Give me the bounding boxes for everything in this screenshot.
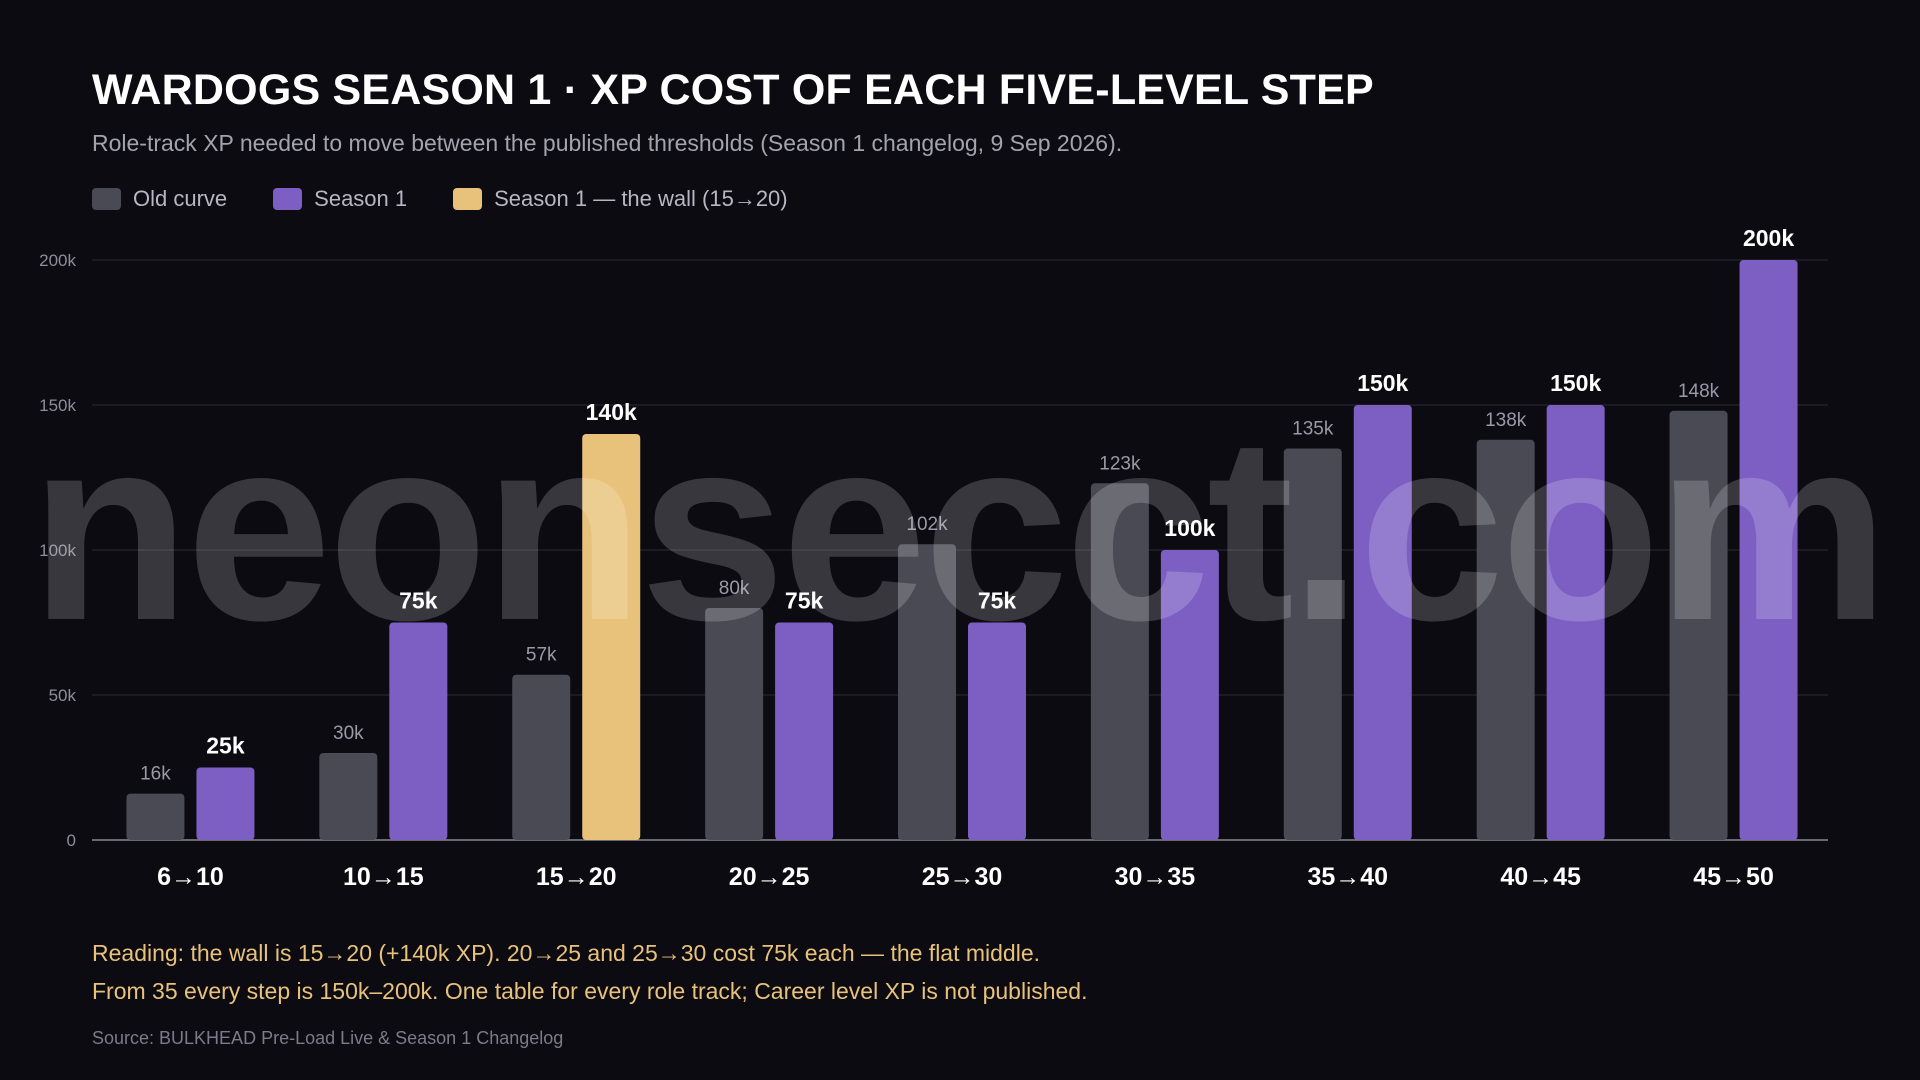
y-tick-label: 200k xyxy=(39,251,76,270)
bar-season1-6-to-10 xyxy=(196,767,255,840)
bar-old-20-to-25 xyxy=(705,608,764,840)
legend-label-the-wall: Season 1 — the wall (15→20) xyxy=(494,186,788,211)
chart-subtitle: Role-track XP needed to move between the… xyxy=(92,130,1123,156)
bar-old-30-to-35 xyxy=(1090,483,1149,840)
data-label-season1-45-to-50: 200k xyxy=(1743,225,1794,251)
y-tick-label: 150k xyxy=(39,396,76,415)
data-label-season1-10-to-15: 75k xyxy=(399,588,438,614)
x-tick-label-6-to-10: 6→10 xyxy=(157,863,224,891)
data-label-old-45-to-50: 148k xyxy=(1678,381,1720,402)
reading-notes: Reading: the wall is 15→20 (+140k XP). 2… xyxy=(92,934,1087,1010)
x-tick-label-20-to-25: 20→25 xyxy=(729,863,810,891)
bar-season1-wall-15-to-20 xyxy=(582,434,641,840)
bar-season1-20-to-25 xyxy=(775,622,834,840)
bar-season1-25-to-30 xyxy=(968,622,1026,840)
data-label-season1-6-to-10: 25k xyxy=(206,733,245,759)
bar-old-25-to-30 xyxy=(898,544,956,840)
x-tick-label-15-to-20: 15→20 xyxy=(536,863,617,891)
data-label-season1-35-to-40: 150k xyxy=(1357,370,1408,396)
bar-season1-35-to-40 xyxy=(1353,405,1412,840)
x-tick-label-40-to-45: 40→45 xyxy=(1500,863,1581,891)
legend-item-season-1: Season 1 xyxy=(273,186,407,212)
legend-label-season-1: Season 1 xyxy=(314,186,408,211)
data-label-old-6-to-10: 16k xyxy=(140,764,171,785)
data-label-old-20-to-25: 80k xyxy=(719,578,750,599)
data-label-old-15-to-20: 57k xyxy=(526,645,557,666)
source-credit: Source: BULKHEAD Pre-Load Live & Season … xyxy=(92,1028,564,1048)
data-label-season1-40-to-45: 150k xyxy=(1550,370,1601,396)
bar-old-45-to-50 xyxy=(1669,410,1728,840)
data-label-old-10-to-15: 30k xyxy=(333,723,364,744)
legend-swatch-old-curve xyxy=(92,188,121,210)
note-line-2: From 35 every step is 150k–200k. One tab… xyxy=(92,978,1088,1004)
data-label-season1-15-to-20: 140k xyxy=(586,399,637,425)
bar-old-6-to-10 xyxy=(126,793,185,840)
x-tick-label-45-to-50: 45→50 xyxy=(1693,863,1774,891)
note-line-1: Reading: the wall is 15→20 (+140k XP). 2… xyxy=(92,940,1041,966)
legend-swatch-the-wall xyxy=(453,188,483,210)
bar-season1-45-to-50 xyxy=(1739,260,1798,840)
x-tick-label-35-to-40: 35→40 xyxy=(1307,863,1388,891)
data-label-season1-20-to-25: 75k xyxy=(785,588,824,614)
bar-season1-10-to-15 xyxy=(389,622,448,840)
x-tick-label-30-to-35: 30→35 xyxy=(1115,863,1196,891)
legend-label-old-curve: Old curve xyxy=(133,186,228,211)
bar-season1-40-to-45 xyxy=(1546,405,1605,840)
chart-legend: Old curve Season 1 Season 1 — the wall (… xyxy=(92,186,788,212)
bar-season1-30-to-35 xyxy=(1160,550,1219,840)
legend-item-old-curve: Old curve xyxy=(92,186,227,212)
y-tick-label: 0 xyxy=(67,831,76,850)
data-label-old-25-to-30: 102k xyxy=(906,514,948,535)
data-label-old-30-to-35: 123k xyxy=(1099,453,1141,474)
data-label-season1-30-to-35: 100k xyxy=(1164,515,1215,541)
chart-title: WARDOGS SEASON 1 · XP COST OF EACH FIVE-… xyxy=(92,66,1374,114)
bar-old-10-to-15 xyxy=(319,753,378,840)
y-tick-label: 50k xyxy=(49,686,77,705)
y-tick-label: 100k xyxy=(39,541,76,560)
bar-old-15-to-20 xyxy=(512,674,571,840)
bar-old-40-to-45 xyxy=(1476,439,1535,840)
bar-old-35-to-40 xyxy=(1283,448,1342,840)
x-tick-label-10-to-15: 10→15 xyxy=(343,863,424,891)
data-label-old-35-to-40: 135k xyxy=(1292,419,1334,440)
data-label-season1-25-to-30: 75k xyxy=(978,588,1017,614)
data-label-old-40-to-45: 138k xyxy=(1485,410,1527,431)
legend-item-the-wall: Season 1 — the wall (15→20) xyxy=(453,186,788,212)
x-tick-label-25-to-30: 25→30 xyxy=(922,863,1003,891)
legend-swatch-season-1 xyxy=(273,188,303,210)
